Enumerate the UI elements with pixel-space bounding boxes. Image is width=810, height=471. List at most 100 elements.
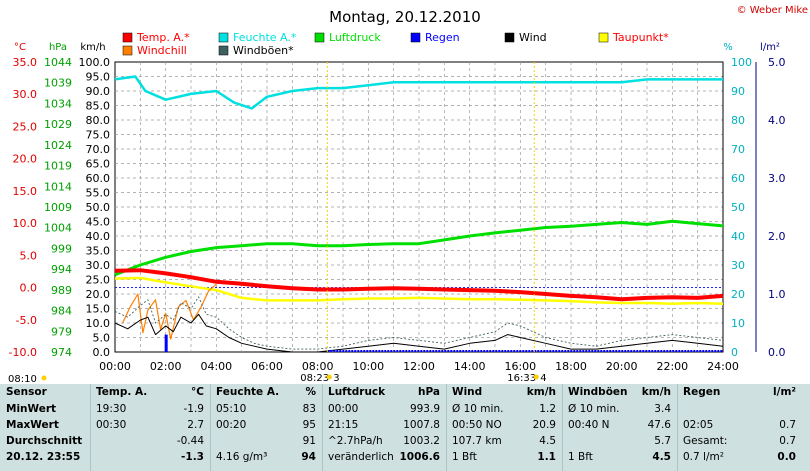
table-cell-value: 1003.2: [322, 433, 440, 449]
marker-label-3: 4: [540, 373, 546, 384]
wind-tick: 30.0: [86, 259, 111, 272]
rain-tick: 1.0: [768, 288, 786, 301]
wind-tick: 45.0: [86, 216, 111, 229]
pressure-tick: 1024: [44, 139, 72, 152]
wind-tick: 65.0: [86, 158, 111, 171]
wind-tick: 35.0: [86, 245, 111, 258]
pressure-tick: 1029: [44, 118, 72, 131]
wind-tick: 20.0: [86, 288, 111, 301]
wind-tick: 85.0: [86, 100, 111, 113]
wind-tick: 25.0: [86, 274, 111, 287]
humidity-tick: 80: [731, 114, 745, 127]
pressure-tick: 979: [51, 325, 72, 338]
legend-swatch-6: [599, 33, 608, 42]
pressure-tick: 1014: [44, 180, 72, 193]
x-tick-label: 02:00: [150, 360, 182, 373]
table-cell-value: 4.5: [446, 433, 556, 449]
x-tick-label: 18:00: [555, 360, 587, 373]
table-header: Sensor: [6, 384, 47, 400]
table-cell-value: 83: [210, 401, 316, 417]
humidity-tick: 40: [731, 230, 745, 243]
legend-swatch-4: [411, 33, 420, 42]
table-cell-value: 47.6: [562, 417, 671, 433]
temp-tick: 5.0: [20, 249, 38, 262]
rain-tick: 4.0: [768, 114, 786, 127]
pressure-tick: 989: [51, 284, 72, 297]
pressure-tick: 994: [51, 263, 72, 276]
marker-time-3: 16:33: [507, 373, 536, 384]
sun-marker-3: [534, 375, 539, 380]
table-unit: hPa: [322, 384, 440, 400]
humidity-tick: 30: [731, 259, 745, 272]
wind-tick: 0.0: [93, 346, 111, 359]
legend-swatch-1: [123, 33, 132, 42]
stats-table: Sensor MinWert MaxWert Durchschnitt 20.12. 2…: [0, 384, 810, 471]
table-cell-value: 1.1: [446, 449, 556, 465]
table-cell-value: 1.2: [446, 401, 556, 417]
wind-tick: 100.0: [79, 56, 111, 69]
x-tick-label: 00:00: [99, 360, 131, 373]
x-tick-label: 16:00: [504, 360, 536, 373]
pressure-tick: 1034: [44, 97, 72, 110]
temp-tick: -10.0: [9, 346, 37, 359]
x-tick-label: 24:00: [707, 360, 739, 373]
wind-tick: 70.0: [86, 143, 111, 156]
pressure-tick: 1019: [44, 160, 72, 173]
humidity-tick: 0: [731, 346, 738, 359]
rain-tick: 3.0: [768, 172, 786, 185]
pressure-tick: 1004: [44, 222, 72, 235]
table-cell-value: 993.9: [322, 401, 440, 417]
humidity-tick: 90: [731, 85, 745, 98]
wind-tick: 95.0: [86, 71, 111, 84]
humidity-tick: 20: [731, 288, 745, 301]
axis-unit-rain_lm2: l/m²: [760, 42, 780, 53]
temp-tick: 0.0: [20, 282, 38, 295]
x-tick-label: 20:00: [606, 360, 638, 373]
axis-unit-temp_c: °C: [14, 42, 26, 53]
temp-tick: -5.0: [16, 314, 37, 327]
axis-unit-humidity_pct: %: [723, 42, 733, 53]
pressure-tick: 999: [51, 242, 72, 255]
wind-tick: 50.0: [86, 201, 111, 214]
table-row-label: 20.12. 23:55: [6, 449, 80, 465]
rain-tick: 0.0: [768, 346, 786, 359]
x-tick-label: 12:00: [403, 360, 435, 373]
table-cell-value: 1006.6: [322, 449, 440, 465]
wind-tick: 5.0: [93, 332, 111, 345]
wind-tick: 10.0: [86, 317, 111, 330]
table-cell-value: 4.5: [562, 449, 671, 465]
humidity-tick: 10: [731, 317, 745, 330]
x-tick-label: 14:00: [454, 360, 486, 373]
pressure-tick: 974: [51, 346, 72, 359]
rain-tick: 5.0: [768, 56, 786, 69]
x-tick-label: 04:00: [200, 360, 232, 373]
table-unit: %: [210, 384, 316, 400]
table-cell-value: 3.4: [562, 401, 671, 417]
temp-tick: 25.0: [13, 120, 38, 133]
table-cell-value: -1.9: [90, 401, 204, 417]
legend-label-5: Wind: [519, 31, 547, 44]
legend-label-8: Windböen*: [233, 44, 294, 57]
pressure-tick: 984: [51, 305, 72, 318]
humidity-tick: 60: [731, 172, 745, 185]
rain-tick: 2.0: [768, 230, 786, 243]
table-unit: km/h: [562, 384, 671, 400]
copyright-label: © Weber Mike: [737, 5, 808, 16]
pressure-tick: 1009: [44, 201, 72, 214]
wind-tick: 75.0: [86, 129, 111, 142]
axis-unit-wind_kmh: km/h: [80, 42, 105, 53]
x-tick-label: 10:00: [352, 360, 384, 373]
table-cell-value: -0.44: [90, 433, 204, 449]
series-regen-bar: [165, 335, 168, 352]
legend-label-1: Temp. A.*: [136, 31, 190, 44]
marker-time-2: 08:23: [300, 373, 329, 384]
table-cell-value: 91: [210, 433, 316, 449]
table-cell-value: 1007.8: [322, 417, 440, 433]
temp-tick: 30.0: [13, 88, 38, 101]
wind-tick: 90.0: [86, 85, 111, 98]
humidity-tick: 100: [731, 56, 752, 69]
wind-tick: 80.0: [86, 114, 111, 127]
table-cell-value: 94: [210, 449, 316, 465]
wind-tick: 60.0: [86, 172, 111, 185]
legend-swatch-5: [505, 33, 514, 42]
